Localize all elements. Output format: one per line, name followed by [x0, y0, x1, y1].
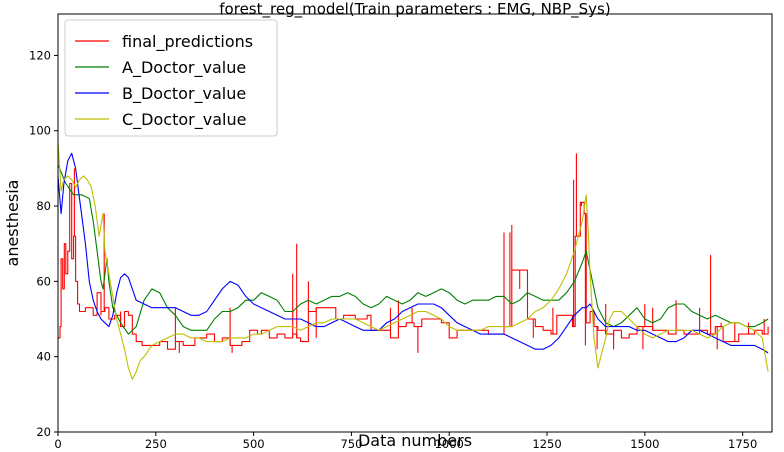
series-layer	[57, 141, 769, 380]
y-tick-label: 120	[29, 48, 51, 62]
y-tick-label: 100	[29, 124, 51, 138]
y-tick-label: 40	[36, 350, 51, 364]
x-tick-label: 750	[340, 437, 362, 451]
series-line-a-doctor-value	[57, 164, 769, 335]
x-tick-label: 1250	[532, 437, 561, 451]
series-line-c-doctor-value	[57, 141, 769, 380]
x-axis-label: Data numbers	[358, 431, 472, 450]
legend: final_predictions A_Doctor_value B_Doctor_…	[64, 19, 278, 137]
legend-label-b-doctor-value: B_Doctor_value	[122, 84, 246, 104]
chart-title: forest_reg_model(Train parameters : EMG,…	[219, 0, 610, 19]
plot-area	[57, 13, 773, 433]
legend-label-final-predictions: final_predictions	[122, 32, 253, 52]
x-tick-label: 250	[145, 437, 167, 451]
y-tick-label: 20	[36, 425, 51, 439]
legend-label-c-doctor-value: C_Doctor_value	[122, 110, 246, 130]
y-tick-label: 80	[36, 199, 51, 213]
legend-box	[64, 19, 278, 137]
y-axis-label: anesthesia	[3, 180, 22, 267]
y-tick-label: 60	[36, 274, 51, 288]
x-axis: 0 250 500 750 1000 1250 1500 1750	[54, 432, 757, 451]
x-tick-label: 1000	[435, 437, 464, 451]
y-axis: 20 40 60 80 100 120	[29, 48, 58, 439]
x-tick-label: 1500	[630, 437, 659, 451]
plot-frame	[57, 13, 773, 433]
legend-label-a-doctor-value: A_Doctor_value	[122, 58, 246, 78]
x-tick-label: 500	[243, 437, 265, 451]
x-tick-label: 0	[54, 437, 61, 451]
series-line-b-doctor-value	[57, 152, 769, 354]
series-line-final-predictions	[58, 182, 769, 350]
x-tick-label: 1750	[728, 437, 757, 451]
